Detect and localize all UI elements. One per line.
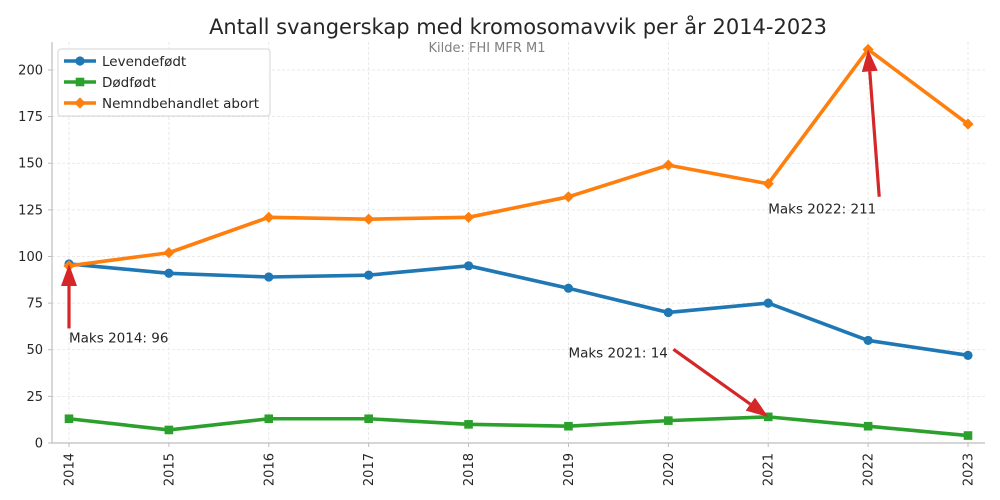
data-point [762,178,774,190]
legend-item-2: Dødfødt [64,75,156,91]
annotation-arrow-shaft [868,71,881,197]
data-point [163,247,175,259]
annotation-1: Maks 2014: 96 [61,263,168,346]
data-point [364,414,373,424]
annotation-label: Maks 2014: 96 [69,330,168,346]
data-point [164,425,174,435]
annotation-2: Maks 2021: 14 [568,345,769,417]
y-tick-label: 175 [18,110,43,125]
x-tick-label: 2015 [162,453,177,486]
data-point [562,191,575,203]
annotation-arrow-head [61,263,77,286]
y-tick-label: 100 [18,250,43,265]
legend-item-1: Levendefødt [64,54,186,70]
series-line [67,415,970,438]
data-point [863,421,873,431]
data-point [664,416,673,425]
x-tick-label: 2014 [63,453,78,486]
legend-marker [74,97,86,109]
legend-label: Dødfødt [102,75,156,91]
data-point [462,211,475,223]
legend-label: Levendefødt [102,54,186,70]
data-point [564,421,573,431]
data-point [763,298,773,308]
legend-marker [75,56,85,66]
data-point [963,350,973,360]
y-tick-label: 50 [26,343,43,358]
data-point [64,414,74,424]
data-point [662,159,674,171]
x-tick-label: 2022 [862,453,877,486]
data-point [962,118,974,130]
data-point [264,414,274,424]
legend-marker [75,77,85,87]
chart-title: Antall svangerskap med kromosomavvik per… [209,14,827,39]
axes: 0 25 50 75 100 125 150 175 200 2014 2015 2016 2017 20… [18,42,985,486]
y-tick-label: 150 [18,157,43,172]
annotation-label: Maks 2021: 14 [568,345,667,361]
y-tick-label: 125 [18,203,43,218]
data-point [263,211,275,223]
x-tick-label: 2019 [562,453,577,486]
x-tick-label: 2020 [662,453,677,486]
annotation-label: Maks 2022: 211 [768,202,876,218]
data-point [264,272,274,282]
data-point [364,270,374,280]
y-tick-label: 25 [26,390,43,405]
data-point [463,261,474,271]
annotation-arrow-head [745,397,769,417]
series-line [67,262,970,358]
series-1 [64,259,973,360]
data-point [663,307,673,318]
legend: Levendefødt Dødfødt Nemndbehandlet abort [57,48,271,117]
x-tick-label: 2023 [962,453,977,486]
data-point [164,268,174,278]
data-point [963,431,973,440]
annotation-3: Maks 2022: 211 [768,49,881,218]
grid [52,42,985,443]
legend-label: Nemndbehandlet abort [102,96,259,112]
x-tick-label: 2018 [462,453,477,486]
series-layer [63,43,974,440]
data-point [863,335,873,346]
data-point [464,420,473,429]
annotation-arrow-head [861,49,878,72]
data-point [563,283,574,293]
legend-item-3: Nemndbehandlet abort [64,96,259,112]
y-tick-label: 75 [26,297,43,312]
data-point [363,213,375,225]
series-2 [64,412,973,440]
series-line [67,47,970,268]
annotation-arrow-shaft [672,348,752,406]
series-3 [63,43,974,272]
y-tick-label: 0 [35,437,43,452]
x-tick-label: 2021 [762,453,777,486]
y-tick-label: 200 [18,63,43,78]
x-tick-label: 2016 [262,453,277,486]
legend-box [57,48,271,117]
annotations: Maks 2014: 96 Maks 2021: 14 Maks 2022: 211 [61,49,881,417]
chart-subtitle: Kilde: FHI MFR M1 [428,41,545,56]
x-tick-label: 2017 [362,453,377,486]
